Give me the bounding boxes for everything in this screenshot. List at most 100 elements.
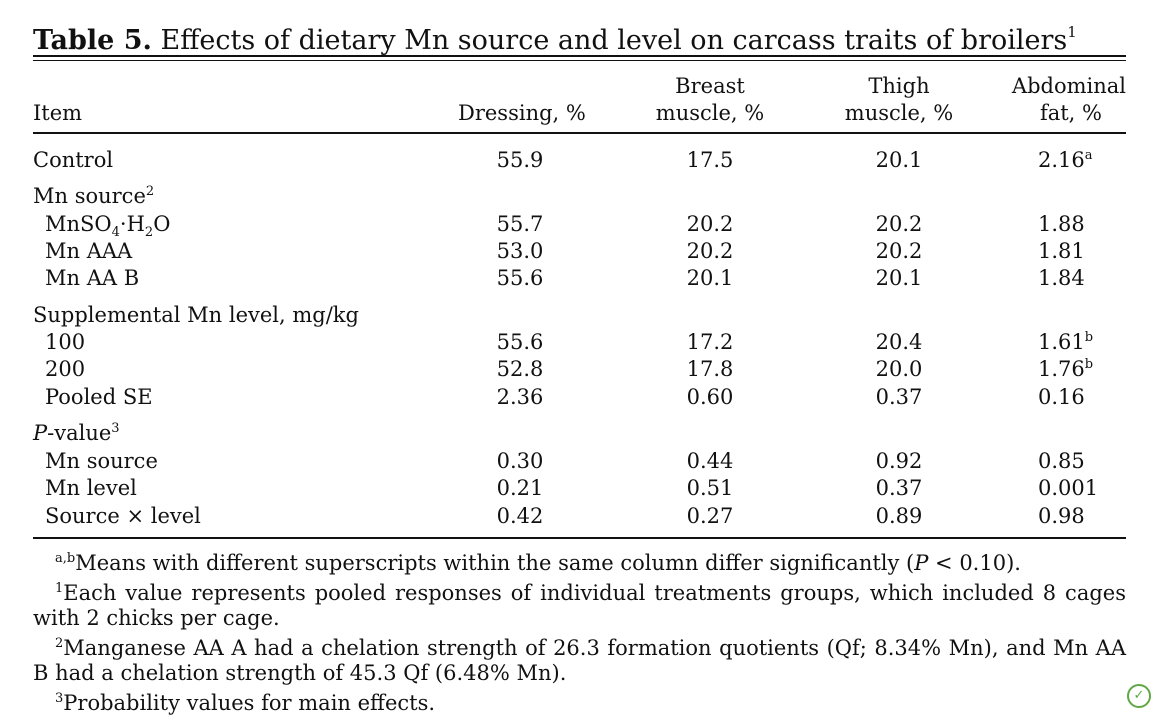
group-heading-superscript: 3 [111,421,120,436]
cell-fat: 1.84 [1038,266,1085,290]
cell-breast: 0.60 [686,385,734,409]
footnote-text: < 0.10). [928,551,1021,575]
caption-footnote-mark: 1 [1067,23,1077,41]
cell-fat: 2.16a [1038,148,1100,172]
cell-breast: 20.1 [686,266,734,290]
header-breast: Breast muscle, % [630,73,790,127]
row-label: Mn level [45,476,137,500]
cell-breast: 17.5 [686,148,734,172]
footnote-text: Manganese AA A had a chelation strength … [33,636,1126,685]
cell-fat: 1.76b [1038,357,1100,381]
cell-thigh: 20.2 [875,239,923,263]
row-label: MnSO4·H2O [45,212,170,240]
formula-subscript: 4 [111,225,120,240]
cell-fat-value: 2.16 [1038,148,1085,172]
table-title: Effects of dietary Mn source and level o… [151,25,1068,56]
footnote-mark: 2 [55,636,64,651]
cell-thigh: 0.37 [875,385,923,409]
cell-thigh: 20.1 [875,266,923,290]
row-label: Pooled SE [45,385,153,409]
group-heading-superscript: 2 [145,184,155,199]
cell-fat-superscript: b [1084,357,1094,372]
cell-thigh: 20.1 [875,148,923,172]
cell-dressing: 55.9 [496,148,544,172]
footnote-text: Means with different superscripts within… [75,551,915,575]
cell-fat: 0.001 [1038,476,1099,500]
cell-thigh: 0.37 [875,476,923,500]
cell-dressing: 0.42 [496,504,544,528]
group-heading-text: Mn source [33,184,146,208]
group-heading-text: -value [47,421,112,445]
cell-fat: 1.81 [1038,239,1085,263]
row-label: Mn source [45,449,158,473]
group-heading-mn-level: Supplemental Mn level, mg/kg [33,303,359,327]
footnote-text: Each value represents pooled responses o… [33,581,1126,630]
group-heading-italic: P [33,421,48,445]
cell-breast: 0.27 [686,504,734,528]
header-fat-line1: Abdominal [1011,74,1126,98]
cell-fat: 0.85 [1038,449,1085,473]
header-thigh: Thigh muscle, % [819,73,979,127]
formula-part: MnSO [45,212,112,236]
cell-fat-superscript: a [1084,148,1093,163]
cell-breast: 17.8 [686,357,734,381]
cell-thigh: 0.92 [875,449,923,473]
cell-breast: 20.2 [686,212,734,236]
row-label: Mn AAA [45,239,133,263]
cell-dressing: 55.7 [496,212,544,236]
cell-breast: 0.51 [686,476,734,500]
table-label: Table 5. [33,25,152,56]
footnote-ab: a,bMeans with different superscripts wit… [33,546,1126,576]
header-fat: Abdominal fat, % [1000,73,1126,127]
header-dressing: Dressing, % [458,101,586,125]
footnote-mark: 1 [55,581,64,596]
header-breast-line2: muscle, % [655,101,765,125]
row-label: Mn AA B [45,266,140,290]
formula-subscript: 2 [144,225,154,240]
cell-fat-value: 1.61 [1038,330,1085,354]
table-footnotes: a,bMeans with different superscripts wit… [33,546,1126,716]
formula-part: O [153,212,171,236]
row-label: Control [33,148,114,172]
footnote-3: 3Probability values for main effects. [33,686,1126,716]
cell-dressing: 2.36 [496,385,544,409]
header-breast-line1: Breast [675,74,745,98]
header-thigh-line2: muscle, % [844,101,954,125]
cell-dressing: 52.8 [496,357,544,381]
footnote-text: Probability values for main effects. [63,691,436,715]
table-caption: Table 5. Effects of dietary Mn source an… [33,14,1133,59]
cell-thigh: 20.4 [875,330,923,354]
cell-breast: 0.44 [686,449,734,473]
cell-dressing: 53.0 [496,239,544,263]
cell-dressing: 0.21 [496,476,544,500]
cell-dressing: 55.6 [496,330,544,354]
group-heading-mn-source: Mn source2 [33,184,154,208]
footnote-italic: P [914,551,929,575]
footnote-mark: 3 [55,691,64,706]
row-label: 200 [45,357,86,381]
cell-fat: 0.98 [1038,504,1085,528]
formula-part: ·H [119,212,145,236]
row-label: 100 [45,330,86,354]
cell-fat: 1.61b [1038,330,1100,354]
cell-thigh: 0.89 [875,504,923,528]
cell-breast: 20.2 [686,239,734,263]
cell-dressing: 55.6 [496,266,544,290]
bottom-rule [33,537,1126,539]
cell-breast: 17.2 [686,330,734,354]
row-label: Source × level [45,504,201,528]
footnote-2: 2Manganese AA A had a chelation strength… [33,631,1126,686]
top-rule-thin [33,60,1126,61]
cell-fat-value: 1.76 [1038,357,1085,381]
cell-fat: 0.16 [1038,385,1085,409]
header-item: Item [33,101,83,125]
cell-fat: 1.88 [1038,212,1085,236]
header-rule [33,132,1126,134]
leaf-badge-icon[interactable]: ✓ [1127,684,1151,708]
cell-dressing: 0.30 [496,449,544,473]
group-heading-p-value: P-value3 [33,421,120,445]
header-thigh-line1: Thigh [868,74,930,98]
cell-thigh: 20.2 [875,212,923,236]
footnote-1: 1Each value represents pooled responses … [33,576,1126,631]
cell-thigh: 20.0 [875,357,923,381]
